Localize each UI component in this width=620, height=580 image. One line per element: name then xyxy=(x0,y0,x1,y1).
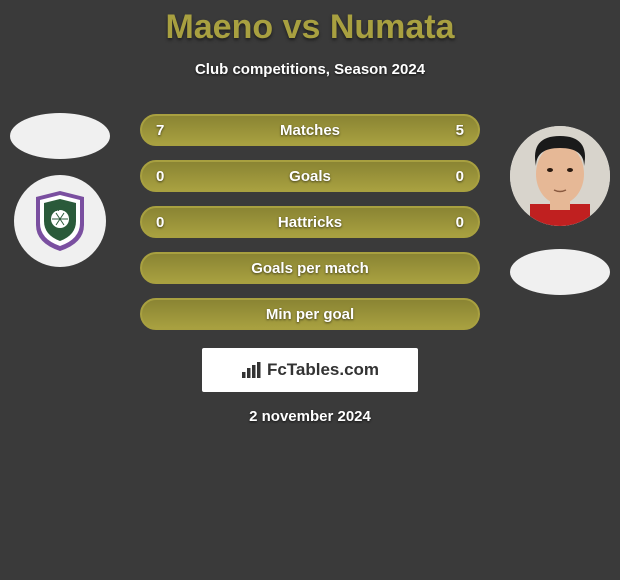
stat-label: Min per goal xyxy=(266,306,354,323)
stat-label: Goals xyxy=(289,168,331,185)
date-label: 2 november 2024 xyxy=(0,408,620,425)
stat-left-value: 0 xyxy=(156,168,176,185)
logo-text: FcTables.com xyxy=(267,360,379,380)
team-right-badge xyxy=(510,249,610,295)
stat-row-goals: 0 Goals 0 xyxy=(140,160,480,192)
stat-label: Goals per match xyxy=(251,260,369,277)
svg-text:EFC: EFC xyxy=(53,206,67,213)
stat-row-hattricks: 0 Hattricks 0 xyxy=(140,206,480,238)
stat-label: Matches xyxy=(280,122,340,139)
club-crest-icon: EFC xyxy=(32,189,88,253)
stat-row-matches: 7 Matches 5 xyxy=(140,114,480,146)
stat-row-mpg: Min per goal xyxy=(140,298,480,330)
stat-label: Hattricks xyxy=(278,214,342,231)
team-left-badge: EFC xyxy=(14,175,106,267)
stat-right-value: 5 xyxy=(444,122,464,139)
site-logo[interactable]: FcTables.com xyxy=(202,348,418,392)
bar-chart-icon xyxy=(241,361,263,379)
page-title: Maeno vs Numata xyxy=(0,8,620,47)
stat-right-value: 0 xyxy=(444,214,464,231)
player-left-avatar xyxy=(10,113,110,159)
player-right-avatar xyxy=(510,126,610,226)
stat-row-gpm: Goals per match xyxy=(140,252,480,284)
stat-right-value: 0 xyxy=(444,168,464,185)
stat-left-value: 7 xyxy=(156,122,176,139)
stat-left-value: 0 xyxy=(156,214,176,231)
page-subtitle: Club competitions, Season 2024 xyxy=(0,61,620,78)
